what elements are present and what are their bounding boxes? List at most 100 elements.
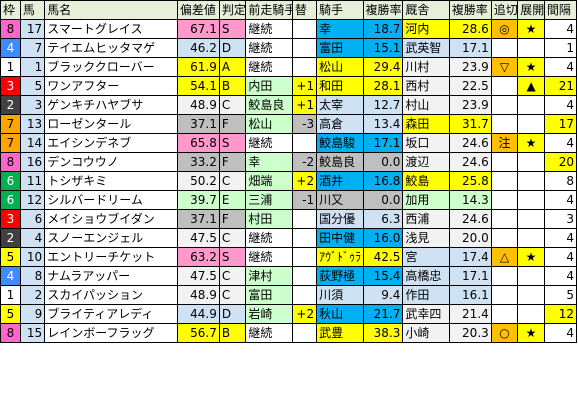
cell-kfr: 0.0	[362, 190, 404, 210]
cell-ten	[517, 114, 545, 134]
cell-uma: 7	[19, 38, 46, 58]
cell-zen: 継続	[245, 247, 293, 267]
cell-waku: 7	[0, 114, 21, 134]
header-hensa: 偏差値	[176, 0, 220, 20]
cell-kae	[291, 323, 318, 343]
cell-uma: 10	[19, 247, 46, 267]
cell-yfr: 24.6	[448, 209, 492, 229]
cell-zen: 継続	[245, 19, 293, 39]
header-kyu: 厩舎	[402, 0, 450, 20]
cell-kyu: 加用	[402, 190, 450, 210]
cell-name: スカイパッション	[44, 285, 178, 305]
cell-zen: 松山	[245, 114, 293, 134]
cell-yfr: 14.3	[448, 190, 492, 210]
cell-kfr: 6.3	[362, 209, 404, 229]
cell-zen: 継続	[245, 57, 293, 77]
cell-name: ナムラアッパー	[44, 266, 178, 286]
cell-hantei: C	[218, 171, 247, 191]
cell-ten	[517, 285, 545, 305]
cell-hantei: D	[218, 304, 247, 324]
cell-kan: 4	[543, 57, 578, 77]
cell-kae: -2	[291, 152, 318, 172]
cell-kfr: 18.7	[362, 19, 404, 39]
cell-hensa: 48.9	[176, 95, 220, 115]
cell-ten	[517, 152, 545, 172]
cell-kyu: 河内	[402, 19, 450, 39]
cell-kae	[291, 57, 318, 77]
cell-kfr: 38.3	[362, 323, 404, 343]
cell-name: スノーエンジェル	[44, 228, 178, 248]
cell-yfr: 23.9	[448, 95, 492, 115]
cell-hantei: C	[218, 285, 247, 305]
cell-zen: 岩崎	[245, 304, 293, 324]
cell-kfr: 28.1	[362, 76, 404, 96]
cell-oi	[490, 76, 519, 96]
cell-yfr: 20.0	[448, 228, 492, 248]
cell-kyu: 作田	[402, 285, 450, 305]
cell-waku: 2	[0, 228, 21, 248]
cell-hantei: A	[218, 57, 247, 77]
cell-uma: 9	[19, 304, 46, 324]
cell-oi	[490, 38, 519, 58]
cell-uma: 2	[19, 285, 46, 305]
cell-uma: 16	[19, 152, 46, 172]
cell-ten	[517, 171, 545, 191]
cell-hantei: E	[218, 190, 247, 210]
cell-uma: 8	[19, 266, 46, 286]
cell-zen: 内田	[245, 76, 293, 96]
cell-hensa: 50.2	[176, 171, 220, 191]
cell-kae	[291, 266, 318, 286]
cell-kishu: 田中健	[316, 228, 364, 248]
cell-kishu: 秋山	[316, 304, 364, 324]
cell-name: レインボーフラッグ	[44, 323, 178, 343]
cell-oi	[490, 95, 519, 115]
cell-kan: 17	[543, 114, 578, 134]
cell-kan: 12	[543, 304, 578, 324]
cell-kan: 4	[543, 228, 578, 248]
table-row: 8 16 デンコウウノ 33.2 F 幸 -2 鮫島良 0.0 渡辺 24.6 20	[0, 152, 578, 172]
cell-kishu: 川又	[316, 190, 364, 210]
cell-kan: 4	[543, 266, 578, 286]
cell-name: シルバードリーム	[44, 190, 178, 210]
cell-waku: 3	[0, 76, 21, 96]
table-row: 8 17 スマートグレイス 67.1 S 継続 幸 18.7 河内 28.6 ◎ ★ 4	[0, 19, 578, 39]
header-zen: 前走騎手	[245, 0, 293, 20]
table-row: 5 9 ブライティアレディ 44.9 D 岩崎 +2 秋山 21.7 武幸四 21.4 12	[0, 304, 578, 324]
cell-zen: 富田	[245, 285, 293, 305]
cell-kae	[291, 247, 318, 267]
cell-kyu: 西浦	[402, 209, 450, 229]
cell-waku: 8	[0, 19, 21, 39]
table-row: 7 13 ローゼンタール 37.1 F 松山 -3 高倉 13.4 森田 31.7 17	[0, 114, 578, 134]
cell-kfr: 29.4	[362, 57, 404, 77]
cell-zen: 継続	[245, 228, 293, 248]
cell-oi: ▽	[490, 57, 519, 77]
cell-kfr: 21.7	[362, 304, 404, 324]
cell-kfr: 15.4	[362, 266, 404, 286]
cell-kfr: 13.4	[362, 114, 404, 134]
cell-kae	[291, 19, 318, 39]
cell-kishu: 和田	[316, 76, 364, 96]
cell-kishu: 鮫島良	[316, 152, 364, 172]
cell-kishu: 荻野極	[316, 266, 364, 286]
cell-hensa: 61.9	[176, 57, 220, 77]
cell-kae	[291, 209, 318, 229]
cell-ten: ▲	[517, 76, 545, 96]
cell-kishu: 酒井	[316, 171, 364, 191]
cell-yfr: 25.8	[448, 171, 492, 191]
header-waku: 枠	[0, 0, 21, 20]
cell-waku: 6	[0, 190, 21, 210]
cell-uma: 12	[19, 190, 46, 210]
cell-hensa: 67.1	[176, 19, 220, 39]
cell-kae	[291, 285, 318, 305]
cell-hantei: F	[218, 209, 247, 229]
header-ten: 展開	[517, 0, 545, 20]
cell-hantei: F	[218, 114, 247, 134]
table-row: 7 14 エイシンデネブ 65.8 S 継続 鮫島駿 17.1 坂口 24.6 注 ★ 4	[0, 133, 578, 153]
cell-kishu: 太宰	[316, 95, 364, 115]
cell-uma: 17	[19, 19, 46, 39]
cell-oi: 注	[490, 133, 519, 153]
cell-oi	[490, 304, 519, 324]
cell-ten	[517, 266, 545, 286]
cell-waku: 4	[0, 266, 21, 286]
cell-zen: 継続	[245, 133, 293, 153]
